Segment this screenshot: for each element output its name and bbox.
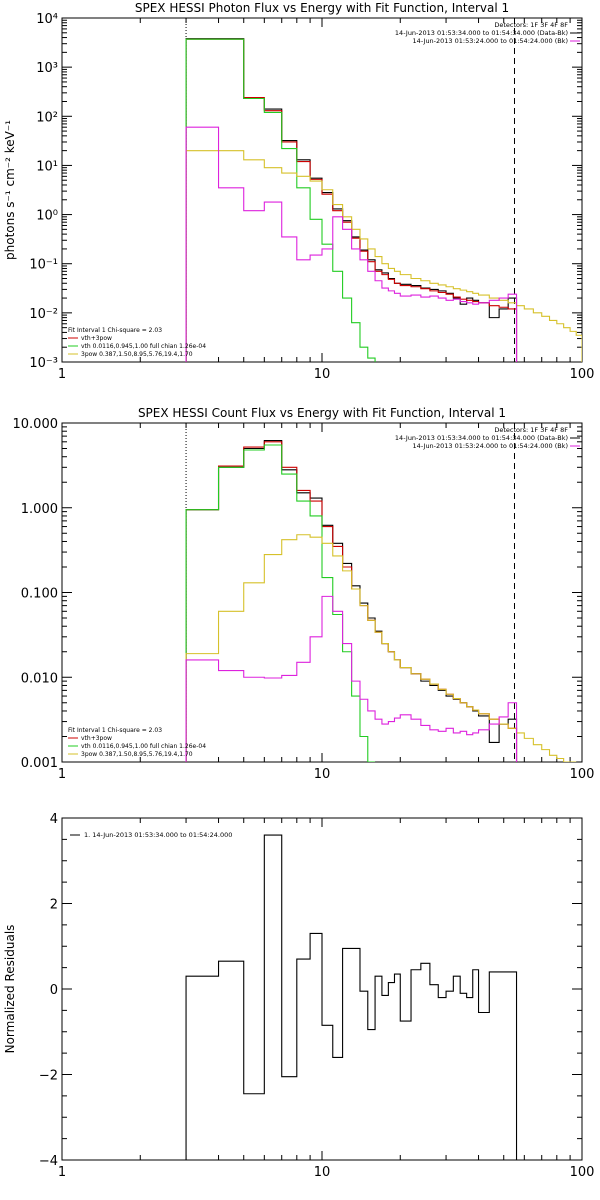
x-tick-label: 10 [314, 767, 331, 782]
legend-top-right-line: Detectors: 1F 3F 4F 8F [494, 426, 568, 434]
chart-title: SPEX HESSI Count Flux vs Energy with Fit… [138, 406, 506, 420]
legend-top-right-line: Detectors: 1F 3F 4F 8F [494, 21, 568, 29]
y-tick-label: 10³ [36, 61, 58, 76]
series-vth-3pow [185, 38, 518, 362]
legend-bottom-left-line: Fit Interval 1 Chi-square = 2.03 [68, 727, 162, 734]
y-tick-label: 10¹ [36, 159, 58, 174]
series-residuals [185, 834, 518, 1160]
series-3pow [185, 534, 577, 762]
y-tick-label: 10⁰ [36, 209, 58, 224]
series-3pow [185, 150, 582, 362]
legend-bottom-left-line: 3pow 0.387,1.50,8.95,5.76,19.4,1.70 [81, 751, 193, 758]
legend-bottom-left-line: vth+3pow [81, 735, 112, 742]
legend-bottom-left-line: vth 0.0116,0.945,1.00 full chian 1.26e-0… [81, 743, 206, 750]
y-tick-label: −2 [39, 1069, 58, 1084]
y-tick-label: 10² [36, 110, 58, 125]
series-vth [185, 38, 376, 362]
legend-bottom-left-line: Fit Interval 1 Chi-square = 2.03 [68, 327, 162, 334]
y-axis-label: photons s⁻¹ cm⁻² keV⁻¹ [3, 120, 17, 260]
series-bk [185, 595, 518, 762]
x-tick-label: 1 [58, 767, 66, 782]
legend-top-right-line: 14-Jun-2013 01:53:34.000 to 01:54:34.000… [395, 434, 568, 442]
legend-top-right-line: 14-Jun-2013 01:53:34.000 to 01:54:34.000… [395, 29, 568, 37]
legend-bottom-left-line: vth+3pow [81, 335, 112, 342]
y-tick-label: 10⁻² [29, 307, 58, 322]
y-tick-label: 4 [50, 812, 58, 827]
x-tick-label: 10 [314, 1165, 331, 1180]
x-tick-label: 100 [570, 767, 595, 782]
x-tick-label: 100 [570, 367, 595, 382]
series-bk [185, 126, 518, 362]
legend-top-left-line: 1. 14-Jun-2013 01:53:34.000 to 01:54:24.… [84, 831, 232, 839]
x-tick-label: 1 [58, 1165, 66, 1180]
y-tick-label: 10⁴ [36, 12, 58, 27]
x-tick-label: 1 [58, 367, 66, 382]
y-tick-label: 0.100 [21, 587, 58, 602]
y-tick-label: 10.000 [13, 417, 59, 432]
y-tick-label: 10⁻¹ [29, 258, 58, 273]
y-tick-label: 0.001 [21, 756, 58, 771]
series-vth-3pow [185, 441, 518, 762]
plot-frame [61, 422, 583, 763]
legend-top-right-line: 14-Jun-2013 01:53:24.000 to 01:54:24.000… [413, 442, 568, 450]
y-tick-label: 10⁻³ [29, 356, 58, 371]
x-tick-label: 10 [314, 367, 331, 382]
legend-bottom-left-line: 3pow 0.387,1.50,8.95,5.76,19.4,1.70 [81, 351, 193, 358]
series-data-bk [185, 440, 518, 762]
y-tick-label: 2 [50, 898, 58, 913]
series-data-bk [185, 38, 518, 362]
x-tick-label: 100 [570, 1165, 595, 1180]
y-tick-label: 0.010 [21, 671, 58, 686]
series-vth [185, 444, 376, 762]
y-tick-label: 1.000 [21, 502, 58, 517]
y-tick-label: −4 [39, 1154, 58, 1169]
y-tick-label: 0 [50, 983, 58, 998]
y-axis-label: Normalized Residuals [3, 925, 17, 1054]
legend-bottom-left-line: vth 0.0116,0.945,1.00 full chian 1.26e-0… [81, 343, 206, 350]
legend-top-right-line: 14-Jun-2013 01:53:24.000 to 01:54:24.000… [413, 37, 568, 45]
chart-title: SPEX HESSI Photon Flux vs Energy with Fi… [135, 1, 509, 15]
